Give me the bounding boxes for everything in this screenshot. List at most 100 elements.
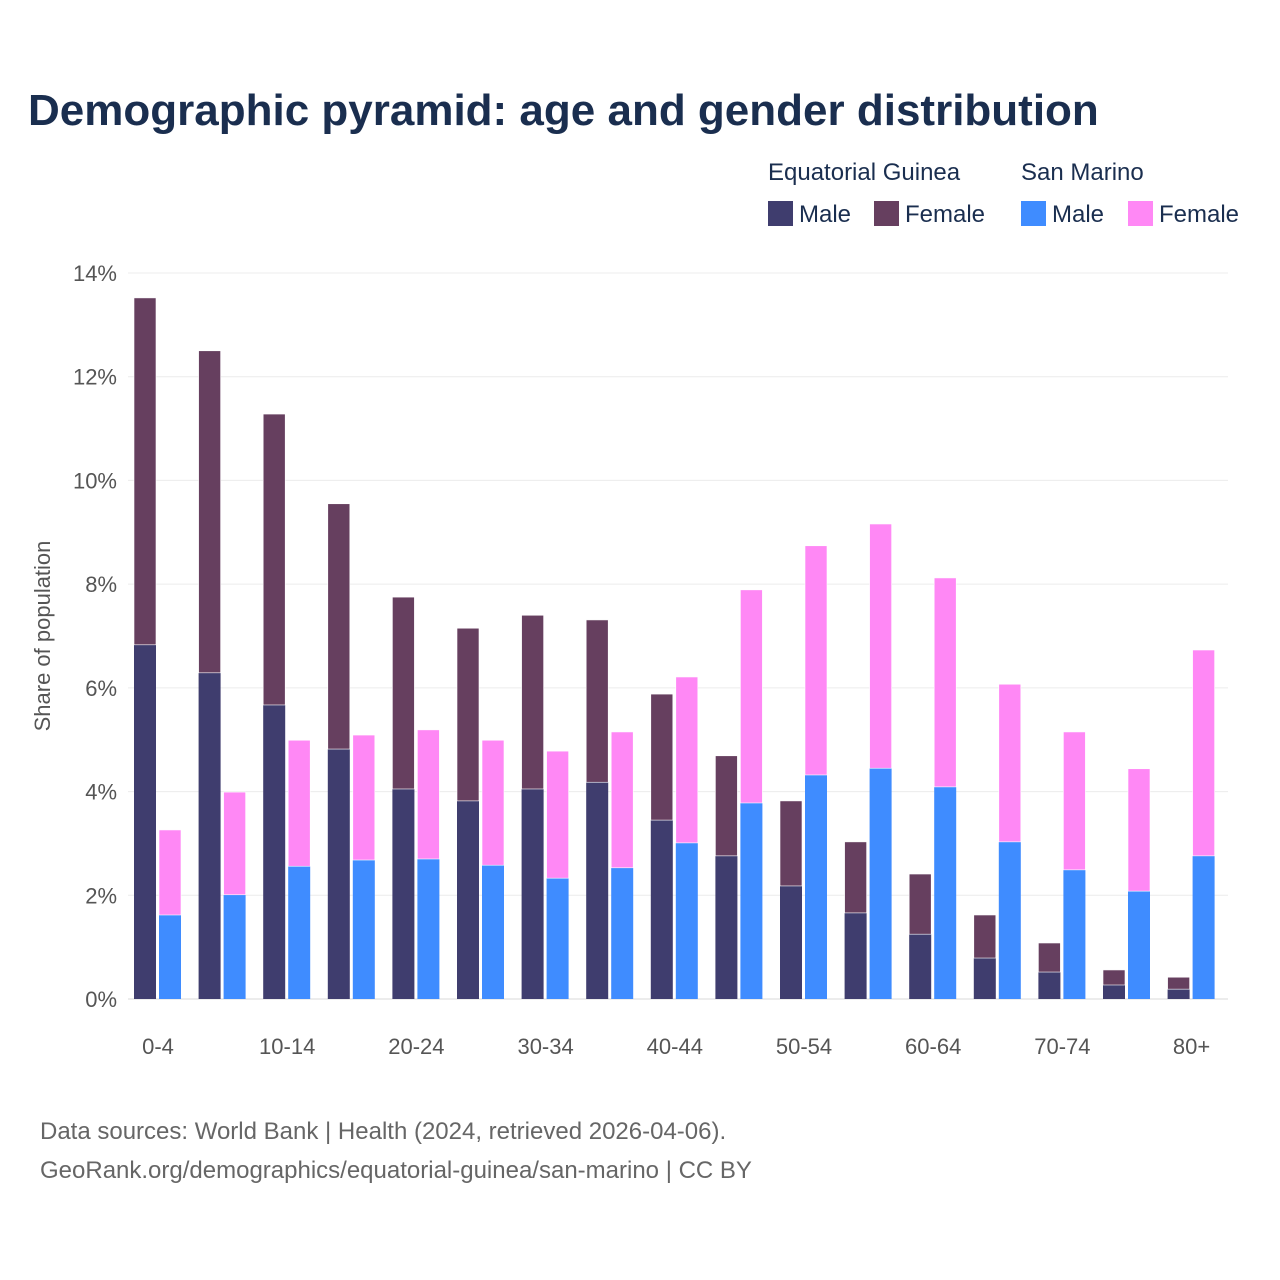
source-line-2: GeoRank.org/demographics/equatorial-guin… [40,1157,752,1184]
bar-san-marino-female-70-74 [1063,731,1086,871]
x-axis-ticks: 0-4 10-14 20-24 30-34 40-44 50-54 60-64 70-74 80… [142,1034,1210,1059]
bar-san-marino-male-55-59 [869,768,892,999]
bar-san-marino-female-35-39 [610,731,634,869]
bar-equatorial-guinea-female-40-44 [650,693,674,821]
bar-equatorial-guinea-male-25-29 [457,800,479,999]
bar-equatorial-guinea-female-45-49 [715,755,738,857]
bar-equatorial-guinea-male-15-19 [327,749,350,999]
bar-san-marino-female-40-44 [675,676,699,844]
bar-san-marino-female-60-64 [933,577,957,788]
bar-san-marino-male-60-64 [934,786,957,999]
bar-equatorial-guinea-male-0-4 [134,644,156,999]
bar-san-marino-female-15-19 [352,734,376,861]
y-tick-label: 12% [73,365,117,390]
bar-san-marino-male-0-4 [159,914,181,999]
legend-swatch-eg-female [874,201,899,226]
bar-equatorial-guinea-female-60-64 [908,873,932,935]
y-tick-label: 8% [85,572,117,597]
bar-san-marino-male-15-19 [352,860,375,999]
x-tick-label: 70-74 [1034,1034,1090,1059]
legend-label-eg-male: Male [799,201,851,228]
bar-equatorial-guinea-female-20-24 [392,596,415,790]
bar-equatorial-guinea-male-70-74 [1038,972,1061,999]
legend-group-equatorial-guinea: Equatorial Guinea [768,159,961,186]
x-tick-label: 50-54 [776,1034,832,1059]
bar-equatorial-guinea-male-40-44 [650,820,673,999]
bar-equatorial-guinea-male-10-14 [263,704,286,999]
bar-equatorial-guinea-female-15-19 [327,503,351,750]
bar-equatorial-guinea-male-5-9 [198,672,221,999]
y-tick-label: 2% [85,883,117,908]
bar-equatorial-guinea-female-0-4 [133,297,157,646]
bar-equatorial-guinea-male-65-69 [973,958,996,999]
bar-equatorial-guinea-male-80+ [1167,989,1190,999]
bar-equatorial-guinea-female-65-69 [973,914,997,959]
bar-san-marino-female-5-9 [223,791,246,896]
y-tick-label: 10% [73,468,117,493]
bar-equatorial-guinea-male-60-64 [909,934,932,999]
bar-san-marino-female-75-79 [1127,768,1151,892]
bar-san-marino-female-20-24 [417,729,440,860]
bar-equatorial-guinea-male-45-49 [715,855,738,999]
legend: Equatorial Guinea San Marino Male Female… [768,159,1239,228]
bar-san-marino-male-50-54 [805,774,827,999]
bar-equatorial-guinea-male-50-54 [780,885,802,999]
y-tick-label: 0% [85,987,117,1012]
bar-san-marino-female-45-49 [740,589,763,804]
source-line-1: Data sources: World Bank | Health (2024,… [40,1118,726,1145]
y-tick-label: 4% [85,780,117,805]
legend-swatch-sm-female [1128,201,1153,226]
bar-san-marino-female-30-34 [546,750,569,879]
bar-equatorial-guinea-male-55-59 [844,912,867,999]
legend-label-eg-female: Female [905,201,985,228]
bar-san-marino-female-65-69 [998,683,1022,843]
bar-equatorial-guinea-female-75-79 [1102,969,1126,986]
bar-san-marino-male-45-49 [740,802,763,999]
bar-equatorial-guinea-female-70-74 [1038,942,1061,973]
bar-san-marino-female-80+ [1192,649,1215,857]
x-tick-label: 10-14 [259,1034,315,1059]
bar-san-marino-male-20-24 [417,858,440,999]
bar-equatorial-guinea-male-30-34 [521,788,544,999]
legend-label-sm-male: Male [1052,201,1104,228]
bar-san-marino-female-55-59 [869,523,892,769]
y-axis-label: Share of population [30,541,55,732]
y-tick-label: 6% [85,676,117,701]
bar-san-marino-male-10-14 [288,866,311,999]
bar-san-marino-male-30-34 [546,878,569,999]
bar-equatorial-guinea-female-10-14 [262,413,286,706]
bar-san-marino-male-65-69 [998,841,1021,999]
bar-equatorial-guinea-female-35-39 [585,619,609,783]
legend-swatch-sm-male [1021,201,1046,226]
bar-equatorial-guinea-male-20-24 [392,788,415,999]
bar-equatorial-guinea-female-50-54 [779,800,803,887]
bar-san-marino-male-25-29 [482,865,504,999]
bar-equatorial-guinea-female-30-34 [521,614,544,790]
bar-equatorial-guinea-female-25-29 [456,627,480,802]
legend-swatch-eg-male [768,201,793,226]
bar-equatorial-guinea-female-55-59 [844,841,867,914]
y-axis-ticks: 0% 2% 4% 6% 8% 10% 12% 14% [73,261,117,1012]
bars [133,297,1215,999]
x-tick-label: 0-4 [142,1034,174,1059]
legend-label-sm-female: Female [1159,201,1239,228]
bar-san-marino-female-0-4 [158,829,182,916]
x-tick-label: 40-44 [647,1034,703,1059]
x-tick-label: 60-64 [905,1034,961,1059]
x-tick-label: 30-34 [517,1034,573,1059]
bar-san-marino-male-75-79 [1128,891,1150,999]
bar-equatorial-guinea-female-80+ [1167,976,1190,990]
x-tick-label: 80+ [1173,1034,1210,1059]
bar-san-marino-female-25-29 [481,739,505,866]
bar-san-marino-male-5-9 [223,894,246,999]
bar-san-marino-male-40-44 [675,842,698,999]
x-tick-label: 20-24 [388,1034,444,1059]
bar-san-marino-female-10-14 [287,739,311,867]
bar-equatorial-guinea-male-75-79 [1103,984,1125,999]
bar-san-marino-female-50-54 [804,545,828,776]
chart-title: Demographic pyramid: age and gender dist… [28,86,1099,135]
bar-san-marino-male-70-74 [1063,869,1086,999]
bar-san-marino-male-35-39 [611,867,634,999]
bar-equatorial-guinea-female-5-9 [198,350,221,674]
